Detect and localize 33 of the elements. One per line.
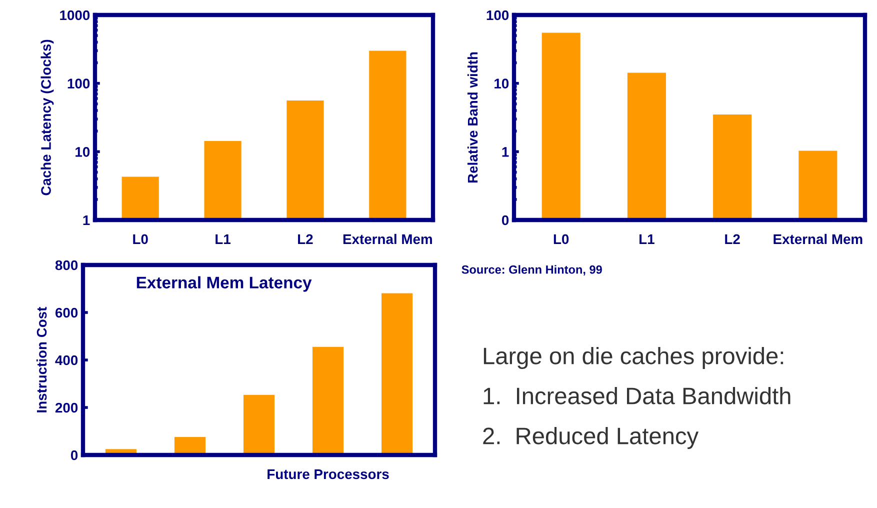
text: 2. Reduced Latency	[483, 426, 699, 450]
x-tick-label: External Mem	[343, 234, 432, 244]
y-tick-label: 100	[68, 78, 90, 89]
y-tick-label: 0	[502, 215, 509, 226]
y-axis-title: Relative Band width	[467, 52, 478, 183]
bar	[312, 346, 344, 455]
x-tick-label: L0	[133, 234, 148, 244]
y-tick-label: 600	[55, 308, 78, 318]
x-tick-label: L1	[640, 234, 654, 244]
text: 1. Increased Data Bandwidth	[484, 386, 790, 404]
bar	[382, 293, 413, 455]
x-tick-label: L1	[216, 234, 230, 244]
y-axis-title: Instruction Cost	[36, 306, 47, 412]
source-note: Source: Glenn Hinton, 99	[462, 265, 602, 276]
y-tick-label: 1	[502, 147, 509, 157]
text: External Mem Latency	[136, 276, 312, 292]
y-tick-label: 10	[494, 78, 509, 89]
y-tick-label: 1000	[60, 10, 90, 20]
y-tick-label: 400	[55, 355, 78, 366]
x-tick-label: External Mem	[774, 234, 862, 244]
y-axis-title: Cache Latency (Clocks)	[40, 40, 54, 196]
y-tick-label: 200	[55, 402, 78, 413]
y-tick-label: 1	[83, 215, 90, 226]
y-tick-label: 10	[76, 147, 90, 157]
y-tick-label: 100	[486, 10, 509, 20]
x-tick-label: L0	[554, 234, 569, 244]
x-tick-label: L2	[725, 234, 740, 244]
x-tick-label: L2	[298, 234, 313, 244]
y-tick-label: 800	[55, 260, 78, 270]
bar	[243, 394, 275, 455]
x-tick-label: Future Processors	[268, 469, 389, 480]
text: Large on die caches provide:	[484, 346, 784, 370]
y-tick-label: 0	[70, 450, 78, 460]
